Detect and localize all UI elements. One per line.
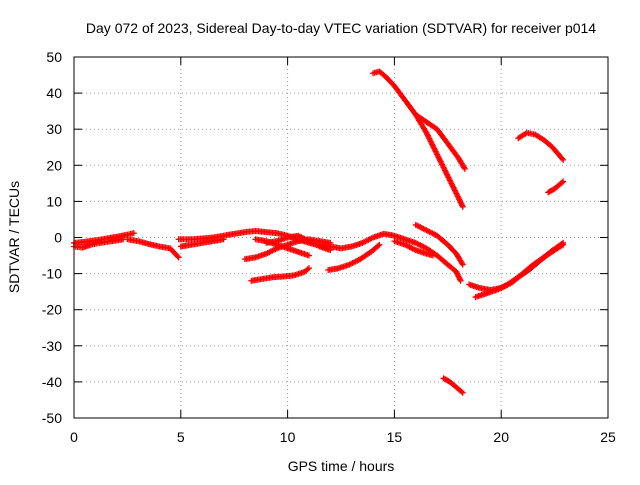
y-tick-label: -30: [42, 338, 62, 354]
data-point: [461, 165, 468, 172]
y-tick-label: 50: [46, 49, 62, 65]
y-tick-label: 20: [46, 157, 62, 173]
y-tick-label: 0: [54, 230, 62, 246]
data-point: [558, 179, 565, 186]
data-point: [558, 240, 565, 247]
ticks: 0 5 10 15 20 25 -50 -40 -30 -20 -10 0 10 20 30 40 50: [42, 49, 616, 445]
series-arc-19: [545, 178, 567, 196]
data-layer: [71, 68, 567, 396]
data-point: [376, 241, 383, 248]
series-arc-17: [472, 239, 567, 301]
data-point: [327, 247, 334, 254]
data-point: [459, 261, 466, 268]
data-point: [457, 277, 464, 284]
series-arc-2: [71, 236, 127, 251]
data-point: [375, 242, 382, 249]
series-arc-13: [391, 238, 436, 259]
data-point: [560, 178, 567, 185]
data-point: [459, 203, 466, 210]
data-point: [175, 254, 182, 261]
series-arc-11: [370, 68, 466, 210]
data-point: [327, 239, 334, 246]
data-point: [560, 239, 567, 246]
data-point: [305, 252, 312, 259]
series-arc-18: [515, 129, 567, 163]
series-arc-15: [440, 375, 466, 396]
data-point: [220, 236, 227, 243]
data-point: [174, 253, 181, 260]
series-arc-12: [412, 111, 468, 172]
x-axis-label: GPS time / hours: [288, 458, 395, 474]
data-point: [305, 265, 312, 272]
x-tick-label: 15: [387, 429, 403, 445]
data-point: [458, 388, 465, 395]
y-tick-label: 10: [46, 193, 62, 209]
data-point: [130, 230, 137, 237]
x-tick-label: 0: [70, 429, 78, 445]
y-tick-label: 40: [46, 85, 62, 101]
y-tick-label: -10: [42, 266, 62, 282]
data-point: [560, 156, 567, 163]
y-tick-label: -50: [42, 410, 62, 426]
data-point: [429, 252, 436, 259]
y-tick-label: 30: [46, 121, 62, 137]
x-tick-label: 25: [600, 429, 616, 445]
series-arc-9: [248, 265, 312, 284]
chart-title: Day 072 of 2023, Sidereal Day-to-day VTE…: [86, 20, 596, 36]
series-arc-5: [177, 236, 227, 250]
y-tick-label: -40: [42, 374, 62, 390]
series-arc-3: [124, 236, 182, 261]
y-axis-label: SDTVAR / TECUs: [6, 181, 22, 293]
data-point: [459, 389, 466, 396]
series-arc-8: [252, 236, 312, 259]
data-point: [559, 155, 566, 162]
y-tick-label: -20: [42, 302, 62, 318]
x-tick-label: 5: [177, 429, 185, 445]
x-tick-label: 10: [280, 429, 296, 445]
series-arc-14: [412, 221, 466, 268]
series-arc-10: [325, 241, 383, 273]
x-tick-label: 20: [493, 429, 509, 445]
